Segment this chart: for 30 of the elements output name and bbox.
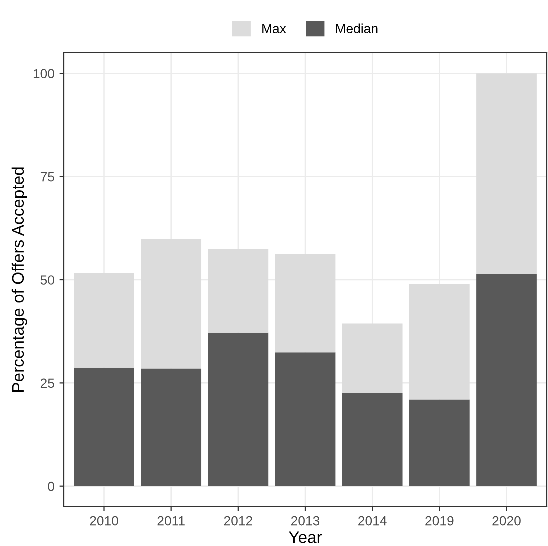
legend-label: Median [336, 24, 378, 34]
y-axis-title: Percentage of Offers Accepted [12, 168, 28, 392]
bar [208, 249, 269, 333]
y-tick-label: 0 [48, 482, 54, 492]
y-tick-label: 25 [40, 378, 54, 388]
y-tick-label: 75 [40, 172, 54, 182]
bar [476, 74, 537, 274]
x-tick-label: 2011 [158, 516, 185, 526]
x-tick-label: 2013 [291, 516, 320, 526]
x-axis-title: Year [289, 532, 322, 544]
bar [141, 240, 202, 369]
y-tick-label: 100 [34, 69, 54, 79]
legend-label: Max [262, 24, 286, 34]
bar [275, 254, 336, 353]
x-tick-label: 2014 [358, 516, 387, 526]
bar [409, 284, 470, 400]
x-tick-label: 2010 [90, 516, 118, 526]
bar [74, 273, 134, 368]
bar [208, 332, 269, 486]
bar [141, 368, 202, 486]
bar [275, 352, 336, 486]
bar [74, 368, 134, 486]
x-tick-label: 2020 [492, 516, 521, 526]
bar [409, 400, 470, 486]
y-tick-label: 50 [40, 276, 54, 285]
bar [342, 394, 403, 486]
bar [476, 274, 537, 486]
x-tick-label: 2012 [224, 516, 252, 526]
x-tick-label: 2019 [426, 516, 454, 526]
bar [342, 324, 403, 394]
